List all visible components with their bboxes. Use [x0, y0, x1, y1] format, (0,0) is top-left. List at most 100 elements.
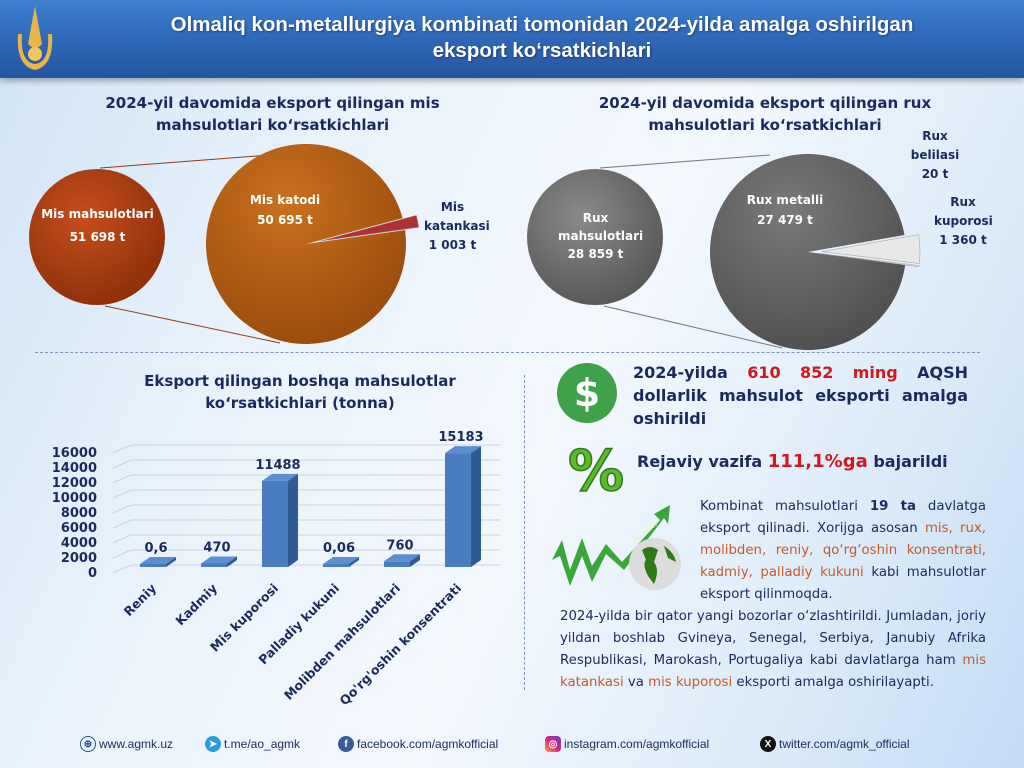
bar-chart-title: Eksport qilingan boshqa mahsulotlar ko‘r… — [144, 372, 456, 412]
footer-link-instagram[interactable]: ◎ instagram.com/agmkofficial — [545, 736, 709, 752]
copper-pie-chart — [29, 144, 420, 345]
x-category-label: Molibden mahsulotlari — [281, 581, 403, 703]
bar-front — [262, 480, 288, 567]
instagram-icon: ◎ — [545, 736, 561, 752]
footer-link-telegram[interactable]: ➤ t.me/ao_agmk — [205, 736, 300, 752]
y-tick-label: 10000 — [52, 491, 97, 506]
pie-slice-rux-belilasi — [821, 253, 920, 268]
divider-vertical — [524, 375, 525, 690]
zinc-total-circle — [527, 169, 663, 305]
connector-line-bottom — [104, 305, 281, 344]
bar-front — [384, 561, 410, 567]
bar-top — [384, 554, 420, 562]
zinc-pie-chart — [527, 153, 921, 350]
gridline — [112, 534, 132, 544]
copper-total-label: Mis mahsulotlari 51 698 t — [41, 207, 154, 244]
gridline — [112, 504, 132, 514]
zinc-title-line-1: 2024-yil davomida eksport qilingan rux — [598, 94, 932, 112]
copper-chart-title: 2024-yil davomida eksport qilingan mis m… — [90, 92, 455, 136]
y-tick-label: 6000 — [61, 521, 97, 536]
gridline — [112, 474, 132, 484]
page-title: Olmaliq kon-metallurgiya kombinati tomon… — [80, 12, 1004, 64]
paragraph-new-markets: 2024-yilda bir qator yangi bozorlar o‘zl… — [560, 609, 986, 690]
connector-line-top — [599, 154, 771, 169]
zinc-metal-label: Rux metalli 27 479 t — [746, 193, 824, 227]
bar-value-label: 0,06 — [323, 541, 355, 556]
copper-title-line-1: 2024-yil davomida eksport qilingan mis — [105, 94, 440, 112]
dollar-icon: $ — [557, 363, 617, 423]
y-tick-label: 0 — [88, 566, 97, 581]
copper-total-circle — [29, 169, 165, 305]
bar-side — [349, 557, 359, 567]
y-tick-label: 8000 — [61, 506, 97, 521]
bar-front — [201, 563, 227, 567]
y-tick-label: 14000 — [52, 461, 97, 476]
divider-horizontal — [35, 352, 980, 353]
export-value-text: 2024-yilda 610 852 ming AQSH dollarlik m… — [633, 363, 969, 428]
pie-slice-rux-metalli — [710, 153, 906, 350]
bar-top — [445, 446, 481, 454]
bar-front — [140, 564, 166, 567]
connector-line-bottom — [603, 305, 783, 349]
bar-value-label: 11488 — [255, 458, 300, 473]
footer: ⊕ www.agmk.uz ➤ t.me/ao_agmk f facebook.com… — [0, 736, 1024, 756]
plan-completion-text: Rejaviy vazifa 111,1%ga bajarildi — [637, 451, 948, 472]
export-amount: 610 852 ming — [747, 363, 898, 382]
bar-side — [227, 556, 237, 567]
bar-top — [201, 556, 237, 564]
connector-line-top — [99, 154, 271, 169]
svg-text:%: % — [568, 440, 624, 498]
pie-slice-mis-katodi — [206, 144, 406, 345]
globe-icon: ⊕ — [80, 736, 96, 752]
gridline — [112, 489, 132, 499]
bar-side — [166, 557, 176, 567]
bar-value-label: 15183 — [438, 430, 483, 445]
footer-link-facebook[interactable]: f facebook.com/agmkofficial — [338, 736, 498, 752]
copper-title-line-2: mahsulotlari ko‘rsatkichlari — [155, 116, 390, 134]
gridline — [112, 564, 132, 574]
x-category-label: Qo'rg'oshin konsentrati — [336, 581, 464, 709]
facebook-icon: f — [338, 736, 354, 752]
title-line-1: Olmaliq kon-metallurgiya kombinati tomon… — [170, 13, 914, 36]
bar-top — [140, 557, 176, 564]
y-tick-label: 12000 — [52, 476, 97, 491]
bar-top — [262, 473, 298, 481]
gridline — [112, 444, 132, 454]
bar-value-label: 760 — [386, 538, 413, 553]
y-tick-label: 2000 — [61, 551, 97, 566]
zinc-white-label: Rux belilasi 20 t — [910, 129, 960, 181]
pie-slice-mis-katankasi — [319, 215, 420, 242]
x-category-label: Reniy — [121, 581, 159, 619]
y-tick-label: 16000 — [52, 446, 97, 461]
zinc-sulfate-label: Rux kuporosi 1 360 t — [934, 195, 993, 247]
telegram-icon: ➤ — [205, 736, 221, 752]
zinc-chart-title: 2024-yil davomida eksport qilingan rux m… — [585, 92, 945, 136]
bar-side — [471, 446, 481, 567]
title-line-2: eksport ko‘rsatkichlari — [432, 39, 652, 62]
plan-value: 111,1%ga — [767, 451, 868, 472]
header: Olmaliq kon-metallurgiya kombinati tomon… — [0, 0, 1024, 78]
bar-value-label: 0,6 — [144, 541, 167, 556]
bar-front — [323, 564, 349, 567]
gridline — [112, 519, 132, 529]
export-growth-icon: EXPORT — [552, 505, 681, 590]
gridline — [112, 459, 132, 469]
footer-link-website[interactable]: ⊕ www.agmk.uz — [80, 736, 173, 752]
x-category-label: Kadmiy — [172, 581, 220, 629]
agmk-logo — [17, 6, 53, 70]
zinc-total-label: Rux mahsulotlari 28 859 t — [558, 211, 644, 261]
x-icon: X — [760, 736, 776, 752]
copper-rod-label: Mis katankasi 1 003 t — [424, 200, 490, 252]
copper-cathode-label: Mis katodi 50 695 t — [249, 193, 321, 227]
percent-icon: % — [567, 440, 625, 498]
bar-side — [288, 473, 298, 567]
y-tick-label: 4000 — [61, 536, 97, 551]
gridline — [112, 549, 132, 559]
bar-front — [445, 453, 471, 567]
paragraph-countries: Kombinat mahsulotlari 19 ta davlatga eks… — [700, 499, 987, 602]
bar-value-label: 470 — [203, 540, 230, 555]
bar-top — [323, 557, 359, 564]
svg-text:$: $ — [574, 371, 600, 415]
